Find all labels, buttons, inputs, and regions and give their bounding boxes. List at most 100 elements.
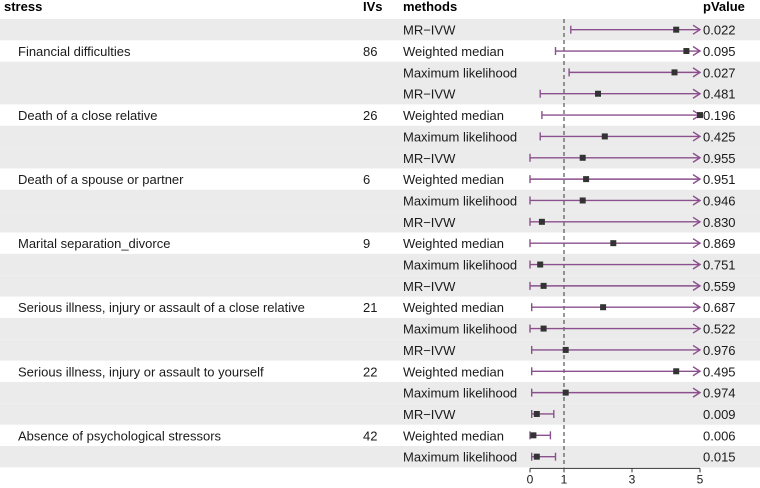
ci-arrow-head <box>692 174 702 185</box>
group-name: Absence of psychological stressors <box>18 428 222 443</box>
method-label: Maximum likelihood <box>403 193 517 208</box>
point-estimate <box>540 282 547 289</box>
point-estimate <box>540 325 547 332</box>
group-labels: Financial difficulties 86 Death of a close… <box>18 44 377 443</box>
row-stripe <box>0 147 760 169</box>
row-stripe <box>0 253 760 276</box>
point-estimate <box>538 218 545 225</box>
pvalue-label: 0.522 <box>703 322 736 337</box>
pvalue-label: 0.095 <box>703 44 736 59</box>
row-stripes <box>0 19 760 468</box>
header-pvalue: pValue <box>703 0 745 14</box>
ci-arrow-head <box>692 67 702 78</box>
method-labels: MR−IVW Weighted median Maximum likelihood M… <box>403 23 517 465</box>
row-stripe <box>0 189 760 212</box>
point-estimate <box>600 304 607 311</box>
ci-arrow-head <box>692 238 702 249</box>
row-stripe <box>0 125 760 148</box>
method-label: MR−IVW <box>403 279 456 294</box>
ci-arrow-head <box>692 344 702 356</box>
x-tick-label: 5 <box>697 472 704 486</box>
method-label: MR−IVW <box>403 343 456 358</box>
point-estimate <box>610 240 617 247</box>
group-name: Marital separation_divorce <box>18 236 170 251</box>
method-label: Maximum likelihood <box>403 258 517 273</box>
method-label: Maximum likelihood <box>403 129 517 144</box>
group-ivs: 42 <box>363 428 377 443</box>
group-ivs: 22 <box>363 364 377 379</box>
method-label: Weighted median <box>403 428 504 443</box>
ci-arrow-head <box>692 45 702 57</box>
ci-arrow-head <box>692 216 702 227</box>
point-estimate <box>533 453 540 460</box>
method-label: MR−IVW <box>403 151 456 166</box>
group-name: Serious illness, injury or assault to yo… <box>18 364 264 379</box>
method-label: Weighted median <box>403 236 504 251</box>
ci-arrow-head <box>692 88 702 99</box>
point-estimate <box>537 261 544 268</box>
x-tick-label: 1 <box>561 472 568 486</box>
point-estimate <box>579 154 586 161</box>
point-estimate <box>671 69 678 76</box>
group-name: Death of a close relative <box>18 108 157 123</box>
group-ivs: 21 <box>363 300 377 315</box>
group-ivs: 6 <box>363 172 370 187</box>
pvalue-label: 0.006 <box>703 428 736 443</box>
point-estimate <box>533 410 540 417</box>
pvalue-label: 0.009 <box>703 407 736 422</box>
pvalue-label: 0.830 <box>703 215 736 230</box>
row-stripe <box>0 317 760 340</box>
point-estimate <box>601 133 608 140</box>
method-label: Weighted median <box>403 44 504 59</box>
point-estimate <box>673 368 680 375</box>
point-estimate <box>697 112 703 119</box>
pvalue-label: 0.015 <box>703 450 736 465</box>
method-label: MR−IVW <box>403 215 456 230</box>
method-label: MR−IVW <box>403 87 456 102</box>
header-stress: stress <box>4 0 42 14</box>
pvalue-label: 0.559 <box>703 279 736 294</box>
point-estimate <box>579 197 586 204</box>
row-stripe <box>0 403 760 425</box>
group-ivs: 9 <box>363 236 370 251</box>
x-tick-label: 3 <box>629 472 636 486</box>
pvalue-label: 0.425 <box>703 129 736 144</box>
row-stripe <box>0 446 760 468</box>
pvalue-label: 0.976 <box>703 343 736 358</box>
ci-arrow-head <box>692 24 702 35</box>
row-stripe <box>0 83 760 105</box>
pvalue-label: 0.974 <box>703 386 736 401</box>
ci-arrow-head <box>692 152 702 163</box>
point-estimate <box>595 90 601 97</box>
ci-arrow-head <box>692 302 702 313</box>
method-label: Weighted median <box>403 108 504 123</box>
point-estimate <box>673 26 680 33</box>
point-estimate <box>530 432 537 439</box>
method-label: MR−IVW <box>403 23 456 38</box>
pvalue-label: 0.751 <box>703 258 736 273</box>
ci-arrow-head <box>692 323 702 334</box>
ci-arrow-head <box>692 280 702 291</box>
header-methods: methods <box>403 0 457 14</box>
method-label: Maximum likelihood <box>403 322 517 337</box>
ci-arrow-head <box>692 366 702 377</box>
pvalue-label: 0.946 <box>703 193 736 208</box>
row-stripe <box>0 339 760 361</box>
row-stripe <box>0 211 760 233</box>
method-label: Weighted median <box>403 172 504 187</box>
x-axis: 0 1 3 5 <box>527 467 704 486</box>
pvalue-label: 0.022 <box>703 23 736 38</box>
point-estimate <box>583 176 590 183</box>
method-label: Weighted median <box>403 300 504 315</box>
ci-arrow-head <box>692 259 702 270</box>
ci-arrow-head <box>692 131 702 142</box>
pvalue-label: 0.869 <box>703 236 736 251</box>
group-name: Financial difficulties <box>18 44 131 59</box>
row-stripe <box>0 275 760 297</box>
pvalue-label: 0.955 <box>703 151 736 166</box>
row-stripe <box>0 381 760 404</box>
pvalue-label: 0.027 <box>703 65 736 80</box>
ci-arrow-head <box>692 387 702 398</box>
ci-marks <box>529 24 703 461</box>
